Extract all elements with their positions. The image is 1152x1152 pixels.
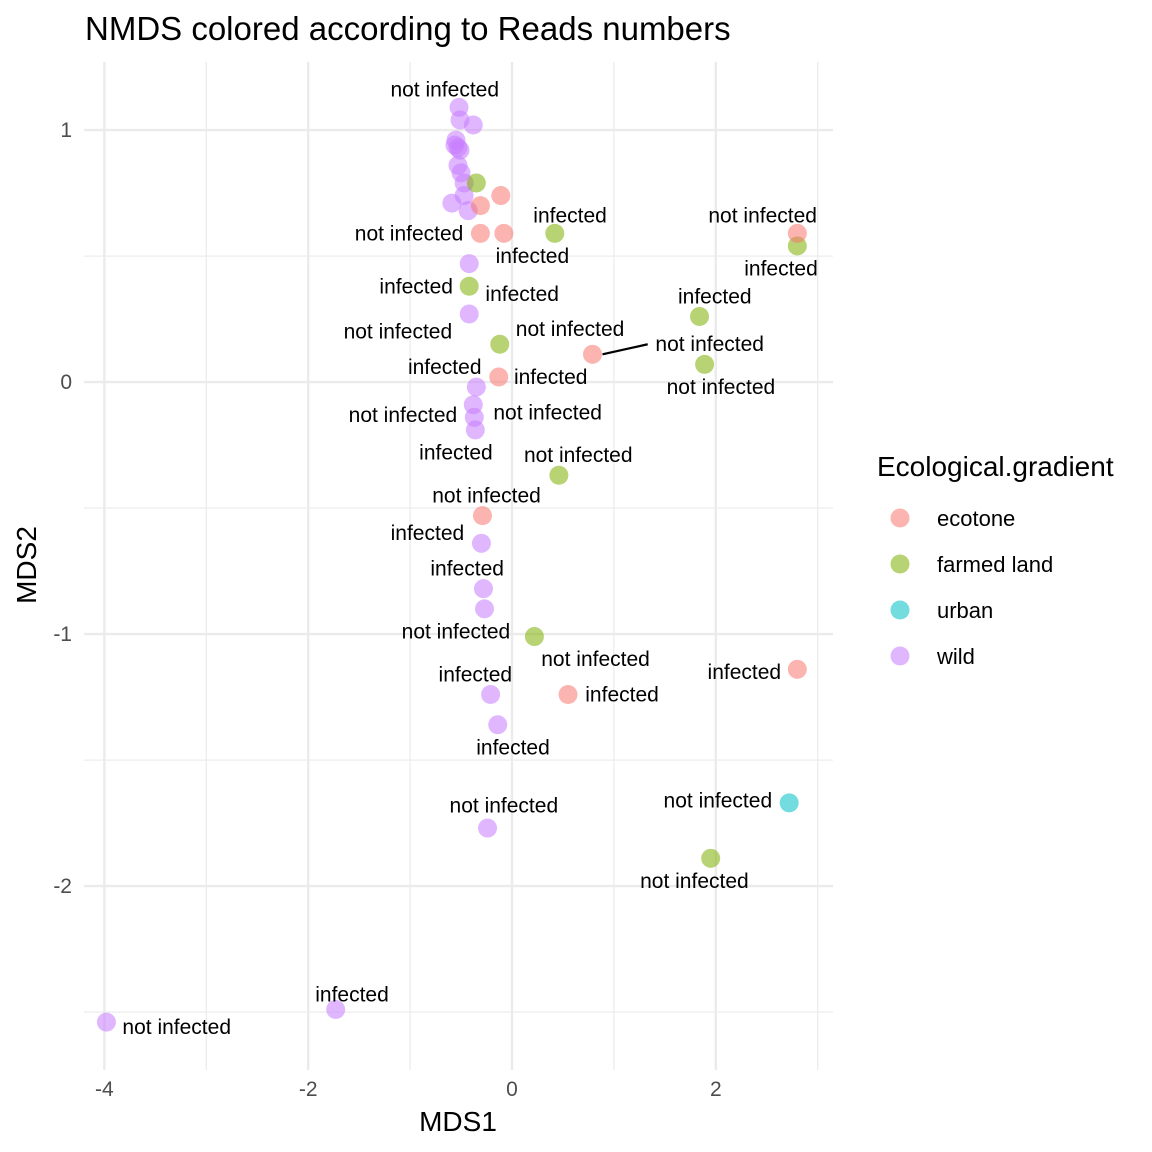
point-annotation: infected [678, 285, 752, 308]
x-tick-label: -2 [299, 1078, 318, 1101]
data-point-wild [459, 254, 479, 274]
x-axis-title: MDS1 [419, 1106, 497, 1137]
point-annotation: infected [419, 442, 493, 465]
legend-key-farmed [890, 554, 910, 574]
point-annotation: not infected [655, 333, 764, 356]
point-annotation: not infected [664, 789, 773, 812]
legend: Ecological.gradient ecotone farmed land ur… [877, 451, 1114, 669]
data-point-wild [478, 818, 498, 838]
label-leader-line [602, 343, 648, 356]
data-point-ecotone [491, 186, 511, 206]
data-point-urban [779, 793, 799, 813]
data-point-wild [481, 685, 501, 705]
axes: -4 -2 0 2 1 0 -1 -2 [53, 119, 721, 1101]
legend-label-urban: urban [937, 598, 993, 623]
point-annotation: infected [514, 366, 588, 389]
point-annotation: not infected [349, 404, 458, 427]
data-point-wild [474, 599, 494, 619]
data-point-farmed [466, 173, 486, 193]
point-annotation: infected [708, 661, 782, 684]
point-annotation: not infected [122, 1016, 231, 1039]
data-point-ecotone [494, 223, 514, 243]
data-point-ecotone [787, 223, 807, 243]
point-annotation: not infected [640, 870, 749, 893]
data-point-wild [473, 579, 493, 599]
data-point-wild [463, 115, 483, 135]
data-points [96, 97, 807, 1032]
data-point-ecotone [472, 506, 492, 526]
legend-title: Ecological.gradient [877, 451, 1114, 482]
data-point-ecotone [470, 196, 490, 216]
x-tick-label: 0 [506, 1078, 518, 1101]
data-point-wild [488, 715, 508, 735]
legend-key-urban [890, 600, 910, 620]
legend-key-wild [890, 646, 910, 666]
data-point-wild [450, 140, 470, 160]
point-annotation: infected [430, 558, 504, 581]
data-point-wild [96, 1012, 116, 1032]
point-annotation: infected [585, 684, 659, 707]
data-point-farmed [549, 465, 569, 485]
data-point-ecotone [787, 659, 807, 679]
data-point-wild [326, 1000, 346, 1020]
data-point-wild [465, 420, 485, 440]
data-point-farmed [545, 223, 565, 243]
point-annotation: not infected [402, 621, 511, 644]
data-point-ecotone [583, 344, 603, 364]
data-point-farmed [695, 354, 715, 374]
data-point-wild [442, 193, 462, 213]
legend-label-farmed: farmed land [937, 552, 1053, 577]
data-point-farmed [690, 307, 710, 327]
data-point-farmed [459, 276, 479, 296]
data-point-wild [471, 533, 491, 553]
y-tick-label: 1 [60, 119, 72, 142]
legend-key-ecotone [890, 508, 910, 528]
point-annotation: not infected [390, 79, 499, 102]
point-annotation: not infected [493, 401, 602, 424]
legend-label-wild: wild [936, 644, 975, 669]
data-point-farmed [490, 334, 510, 354]
point-annotation: infected [439, 663, 513, 686]
point-annotation: not infected [708, 205, 817, 228]
data-point-wild [459, 304, 479, 324]
point-annotation: infected [496, 245, 570, 268]
legend-label-ecotone: ecotone [937, 506, 1015, 531]
point-annotation: not infected [667, 376, 776, 399]
point-annotation: infected [744, 258, 818, 281]
data-point-ecotone [489, 367, 509, 387]
y-tick-label: -1 [53, 623, 72, 646]
point-annotation: not infected [450, 794, 559, 817]
point-annotation: infected [408, 356, 482, 379]
x-tick-label: -4 [95, 1078, 114, 1101]
point-annotation: not infected [355, 222, 464, 245]
point-annotation: infected [476, 736, 550, 759]
y-tick-label: -2 [53, 875, 72, 898]
point-annotation: infected [533, 205, 607, 228]
point-annotation: infected [485, 283, 559, 306]
y-tick-label: 0 [60, 371, 72, 394]
data-point-farmed [524, 627, 544, 647]
y-axis-title: MDS2 [11, 526, 42, 604]
point-annotation: not infected [432, 484, 541, 507]
data-point-farmed [701, 848, 721, 868]
label-leaders [602, 343, 648, 356]
point-annotation: not infected [524, 444, 633, 467]
x-tick-label: 2 [710, 1078, 722, 1101]
data-point-wild [466, 377, 486, 397]
point-annotation: not infected [344, 321, 453, 344]
point-annotation: infected [379, 275, 453, 298]
point-annotation: not infected [541, 648, 650, 671]
point-annotation: infected [315, 983, 389, 1006]
legend-items: ecotone farmed land urban wild [890, 506, 1053, 669]
data-point-ecotone [558, 685, 578, 705]
data-point-ecotone [470, 223, 490, 243]
point-annotation: infected [391, 522, 465, 545]
point-annotation: not infected [516, 318, 625, 341]
chart-title: NMDS colored according to Reads numbers [85, 10, 731, 47]
